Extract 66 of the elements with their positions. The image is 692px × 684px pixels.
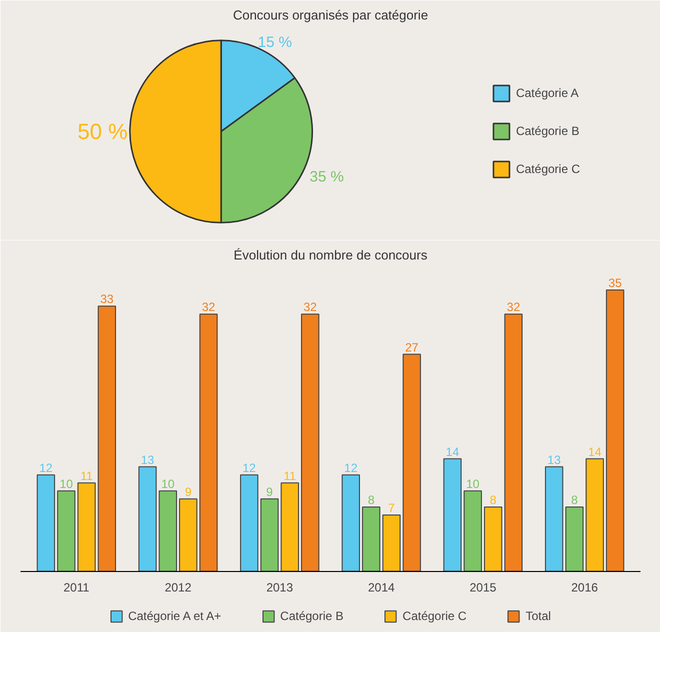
bar: [544, 466, 564, 572]
bar: [586, 458, 604, 572]
data-label: 12: [242, 460, 256, 475]
data-label: 50 %: [77, 119, 128, 144]
data-label: 7: [388, 501, 396, 515]
bar: [504, 314, 523, 572]
data-label: 10: [466, 476, 480, 491]
data-label: 8: [490, 492, 497, 507]
data-label: 15 %: [258, 34, 292, 52]
data-label: 11: [284, 468, 296, 483]
bar: [484, 506, 502, 572]
data-label: 14: [446, 444, 460, 459]
legend-label: Total: [526, 609, 551, 623]
bar: [138, 466, 157, 572]
chart-title: Évolution du nombre de concours: [234, 248, 428, 262]
x-tick-label: 2016: [571, 580, 598, 594]
bar: [260, 498, 279, 572]
data-label: 8: [368, 492, 375, 507]
bar: [402, 354, 421, 572]
bar: [362, 506, 380, 572]
bar: [280, 482, 299, 572]
data-label: 12: [39, 460, 53, 475]
bar: [179, 498, 198, 572]
legend-label: Catégorie B: [516, 124, 580, 138]
legend-label: Catégorie A: [516, 86, 579, 100]
legend-label: Catégorie C: [516, 162, 580, 176]
bar: [240, 474, 258, 572]
data-label: 11: [80, 468, 94, 483]
x-tick-label: 2012: [164, 580, 192, 594]
bar: [158, 490, 178, 572]
data-label: 9: [184, 484, 192, 499]
bar: [77, 482, 96, 572]
x-tick-label: 2011: [64, 580, 90, 594]
x-tick-label: 2013: [266, 580, 294, 594]
data-label: 35: [608, 276, 622, 290]
legend-label: Catégorie C: [402, 609, 467, 623]
data-label: 10: [60, 476, 74, 491]
x-tick-label: 2014: [368, 580, 395, 594]
legend-label: Catégorie A et A+: [128, 609, 222, 623]
data-label: 27: [405, 340, 419, 354]
data-label: 12: [344, 460, 358, 475]
bar: [342, 474, 360, 572]
bar: [199, 314, 218, 572]
data-label: 10: [161, 476, 175, 491]
bar: [443, 458, 462, 572]
data-label: 32: [506, 300, 520, 314]
bar: [57, 490, 76, 572]
legend-label: Catégorie B: [280, 609, 344, 623]
data-label: 32: [304, 300, 318, 314]
bar: [606, 290, 624, 572]
data-label: 13: [140, 452, 155, 467]
bar: [565, 506, 584, 572]
data-label: 9: [266, 484, 274, 499]
bar: [464, 490, 482, 572]
data-label: 35 %: [310, 168, 344, 186]
x-tick-label: 2015: [470, 580, 497, 594]
data-label: 33: [100, 292, 114, 306]
data-label: 14: [588, 444, 602, 459]
data-label: 13: [547, 452, 562, 467]
bar: [36, 474, 56, 572]
chart-title: Concours organisés par catégorie: [232, 8, 428, 22]
data-label: 8: [571, 492, 578, 507]
data-label: 32: [202, 300, 216, 314]
bar: [382, 514, 401, 572]
bar: [301, 314, 320, 572]
bar: [98, 306, 116, 572]
